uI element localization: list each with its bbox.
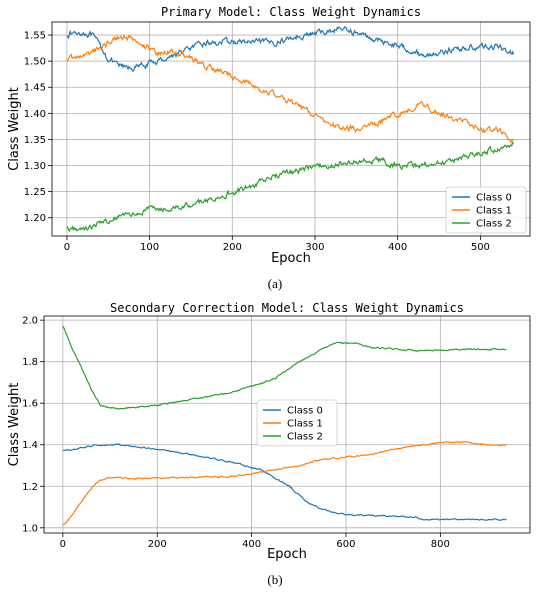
legend-entry: Class 1 [287, 419, 323, 430]
x-tick-label: 600 [336, 539, 355, 550]
y-tick-label: 1.30 [24, 161, 46, 172]
y-tick-label: 1.25 [24, 187, 46, 198]
subfigure-label: (a) [268, 276, 282, 291]
y-tick-label: 1.45 [24, 83, 46, 94]
legend-entry: Class 0 [476, 193, 512, 204]
legend-entry: Class 1 [476, 206, 512, 217]
legend: Class 0 Class 1 Class 2 [445, 186, 527, 234]
x-tick-label: 200 [148, 539, 167, 550]
x-tick-label: 0 [64, 242, 70, 253]
x-tick-label: 300 [305, 242, 324, 253]
legend-box [445, 186, 527, 234]
y-tick-label: 1.40 [24, 109, 46, 120]
plot-frame [43, 315, 531, 534]
series-line-class-1 [62, 440, 507, 526]
y-axis-label: Class Weight [7, 87, 22, 171]
x-tick-label: 800 [431, 539, 450, 550]
series-line-class-2 [62, 325, 507, 410]
legend-entry: Class 0 [287, 406, 323, 417]
x-tick-label: 400 [388, 242, 407, 253]
series-line-class-1 [66, 34, 514, 145]
x-tick-label: 500 [471, 242, 490, 253]
y-tick-label: 2.0 [22, 316, 38, 327]
y-tick-label: 1.2 [22, 482, 38, 493]
y-tick-label: 1.0 [22, 523, 38, 534]
chart-a: Primary Model: Class Weight Dynamics 0 100… [7, 5, 531, 291]
series-line-class-0 [66, 25, 515, 73]
legend-entry: Class 2 [287, 432, 323, 443]
y-tick-label: 1.20 [24, 213, 46, 224]
legend-entry: Class 2 [476, 219, 512, 230]
y-tick-label: 1.50 [24, 57, 46, 68]
y-tick-label: 1.4 [22, 440, 38, 451]
x-axis-label: Epoch [271, 251, 311, 266]
plot-frame [51, 21, 531, 237]
x-axis-label: Epoch [267, 547, 307, 562]
x-tick-label: 0 [60, 539, 66, 550]
series-line-class-2 [66, 141, 514, 233]
y-axis-label: Class Weight [7, 383, 22, 467]
y-tick-label: 1.8 [22, 357, 38, 368]
subfigure-label: (b) [267, 572, 282, 587]
x-tick-label: 100 [140, 242, 159, 253]
y-tick-label: 1.35 [24, 135, 46, 146]
chart-b: Secondary Correction Model: Class Weight… [7, 301, 531, 587]
chart-title: Primary Model: Class Weight Dynamics [161, 5, 421, 19]
x-tick-label: 200 [223, 242, 242, 253]
legend: Class 0 Class 1 Class 2 [256, 399, 338, 447]
legend-box [256, 399, 338, 447]
chart-title: Secondary Correction Model: Class Weight… [110, 301, 464, 315]
x-tick-label: 400 [242, 539, 261, 550]
series-line-class-0 [62, 443, 507, 521]
y-tick-label: 1.6 [22, 399, 38, 410]
y-tick-label: 1.55 [24, 31, 46, 42]
